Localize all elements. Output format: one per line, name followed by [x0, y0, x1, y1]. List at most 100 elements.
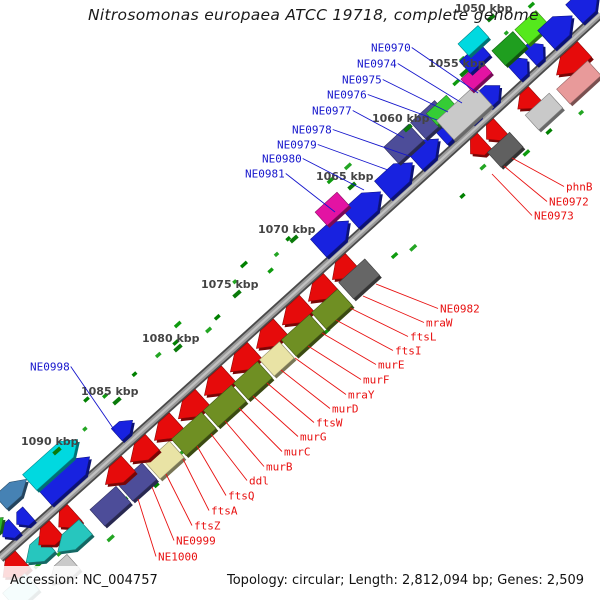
gene-label-ftsW[interactable]: ftsW	[316, 417, 343, 430]
gene[interactable]	[310, 220, 349, 258]
gene-label-NE0974[interactable]: NE0974	[357, 58, 397, 71]
gene[interactable]	[491, 31, 527, 66]
scale-tick	[486, 13, 496, 23]
gene[interactable]	[204, 365, 236, 396]
gene-label-NE0999[interactable]: NE0999	[176, 535, 216, 548]
gene-label-murG[interactable]: murG	[300, 431, 327, 444]
feature-dot	[343, 162, 353, 171]
leader-line	[411, 47, 479, 94]
feature-dot	[173, 320, 182, 329]
feature-dot	[452, 78, 461, 87]
scale-label: 1050 kbp	[455, 2, 513, 15]
gene-label-ftsI[interactable]: ftsI	[395, 345, 422, 358]
scale-tick	[112, 396, 122, 406]
gene-label-NE0998[interactable]: NE0998	[30, 361, 70, 374]
feature-dot	[153, 481, 160, 489]
leader-line	[70, 366, 116, 432]
gene-label-NE0975[interactable]: NE0975	[342, 74, 382, 87]
gene-label-murB[interactable]: murB	[266, 461, 293, 474]
gene-label-NE0979[interactable]: NE0979	[277, 139, 317, 152]
gene[interactable]	[0, 517, 4, 538]
gene-label-NE1000[interactable]: NE1000	[158, 551, 198, 564]
gene-label-ftsQ[interactable]: ftsQ	[228, 490, 255, 503]
feature-dot	[522, 149, 531, 157]
gene[interactable]	[258, 341, 295, 377]
gene-label-phnB[interactable]: phnB	[566, 181, 593, 194]
gene-label-ftsA[interactable]: ftsA	[211, 505, 238, 518]
gene-label-murF[interactable]: murF	[363, 374, 390, 387]
gene[interactable]	[486, 118, 509, 141]
gene[interactable]	[282, 294, 314, 326]
leader-line	[307, 345, 362, 380]
gene[interactable]	[256, 318, 288, 349]
gene-label-NE0978[interactable]: NE0978	[292, 124, 332, 137]
gene[interactable]	[178, 388, 210, 420]
gene[interactable]	[556, 41, 593, 76]
gene[interactable]	[25, 534, 56, 564]
gene[interactable]	[487, 131, 524, 168]
scale-label: 1090 kbp	[21, 435, 79, 448]
gene[interactable]	[338, 258, 381, 300]
gene[interactable]	[383, 123, 424, 164]
gene-label-NE0973[interactable]: NE0973	[534, 210, 574, 223]
gene-label-mraY[interactable]: mraY	[348, 389, 375, 402]
gene[interactable]	[22, 439, 78, 491]
gene[interactable]	[38, 520, 65, 546]
leader-line	[397, 63, 463, 104]
backbone-track-core	[0, 13, 600, 559]
gene[interactable]	[230, 341, 262, 373]
gene[interactable]	[170, 411, 217, 457]
gene-label-ddl[interactable]: ddl	[249, 475, 269, 488]
leader-line	[503, 165, 548, 202]
gene-label-NE0982[interactable]: NE0982	[440, 303, 480, 316]
gene-label-NE0972[interactable]: NE0972	[549, 196, 589, 209]
gene-label-NE0970[interactable]: NE0970	[371, 42, 411, 55]
gene[interactable]	[556, 60, 600, 105]
gene[interactable]	[565, 0, 598, 24]
gene[interactable]	[314, 191, 350, 226]
leader-line	[317, 144, 389, 171]
gene[interactable]	[0, 478, 28, 510]
gene-label-ftsZ[interactable]: ftsZ	[194, 520, 221, 533]
gene[interactable]	[517, 86, 542, 110]
gene[interactable]	[105, 455, 136, 485]
gene-label-NE0977[interactable]: NE0977	[312, 105, 352, 118]
gene[interactable]	[280, 314, 325, 357]
gene-label-murC[interactable]: murC	[284, 446, 311, 459]
feature-dot	[459, 192, 466, 200]
gene[interactable]	[16, 506, 36, 527]
leader-line	[280, 369, 331, 409]
gene[interactable]	[154, 412, 184, 441]
scale-label: 1055 kbp	[428, 57, 486, 70]
gene[interactable]	[37, 456, 90, 506]
gene[interactable]	[89, 485, 132, 527]
gene-label-murD[interactable]: murD	[332, 403, 359, 416]
scale-tick	[289, 234, 299, 244]
leader-line	[137, 498, 157, 557]
gene-label-ftsL[interactable]: ftsL	[410, 331, 437, 344]
gene[interactable]	[457, 25, 490, 57]
gene[interactable]	[202, 384, 247, 428]
gene-label-murE[interactable]: murE	[378, 359, 405, 372]
scale-tick	[232, 289, 242, 299]
gene-label-NE0981[interactable]: NE0981	[245, 168, 285, 181]
feature-dot	[106, 534, 115, 543]
gene[interactable]	[57, 519, 93, 553]
leader-line	[182, 458, 210, 511]
gene[interactable]	[308, 273, 338, 302]
gene-label-NE0976[interactable]: NE0976	[327, 89, 367, 102]
gene[interactable]	[524, 92, 564, 131]
gene-label-mraW[interactable]: mraW	[426, 317, 453, 330]
gene[interactable]	[110, 419, 133, 442]
gene-label-NE0980[interactable]: NE0980	[262, 153, 302, 166]
gene[interactable]	[537, 15, 573, 50]
gene[interactable]	[232, 361, 273, 401]
feature-dot	[578, 109, 585, 116]
gene[interactable]	[144, 440, 185, 480]
leader-line	[224, 420, 265, 467]
gene[interactable]	[470, 132, 492, 156]
gene[interactable]	[311, 288, 353, 330]
gene[interactable]	[130, 433, 160, 463]
scale-label: 1065 kbp	[316, 170, 374, 183]
